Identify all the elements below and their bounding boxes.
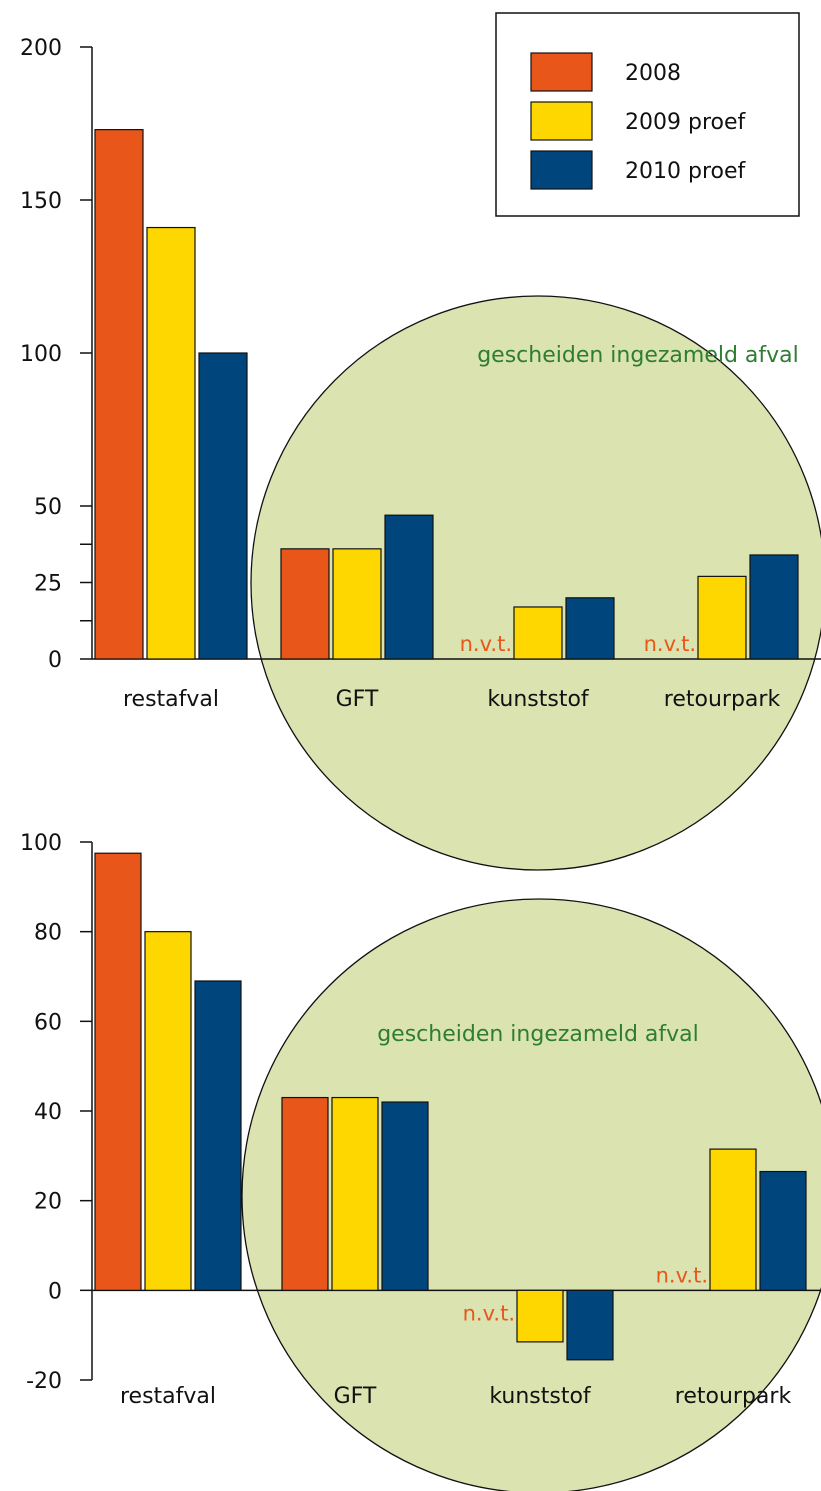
bar-GFT-2010-proef (381, 1101, 429, 1291)
bar-restafval-2009-proef (144, 931, 192, 1291)
separated-waste-circle (241, 898, 821, 1491)
category-label: kunststof (487, 687, 590, 712)
chart-top: gescheiden ingezameld afval 0 25 50 100 150 20… (20, 36, 821, 712)
y-tick-label: 0 (48, 1279, 62, 1304)
bar-retourpark-2010-proef (749, 554, 799, 660)
y-tick-label: 100 (20, 342, 62, 367)
category-label: retourpark (664, 687, 781, 712)
category-label: GFT (334, 1384, 377, 1409)
bar-retourpark-2010-proef (759, 1170, 807, 1291)
bar-GFT-2009-proef (332, 548, 382, 660)
bar-kunststof-2010-proef (565, 597, 615, 660)
bar-kunststof-2010-proef (566, 1289, 614, 1361)
y-tick-label: 50 (34, 495, 62, 520)
y-tick-label: 150 (20, 189, 62, 214)
bar-retourpark-2009-proef (697, 575, 747, 660)
legend-swatch (530, 101, 593, 141)
y-tick-label: 25 (34, 572, 62, 597)
legend-label: 2009 proef (625, 110, 747, 135)
circle-annotation: gescheiden ingezameld afval (377, 1022, 699, 1047)
y-tick-label: 40 (34, 1100, 62, 1125)
bar-GFT-2008 (280, 548, 330, 660)
y-tick-label: 0 (48, 648, 62, 673)
bar-restafval-2009-proef (146, 226, 196, 660)
na-label: n.v.t. (463, 1301, 515, 1325)
legend: 2008 2009 proef 2010 proef (495, 12, 800, 217)
category-label: kunststof (489, 1384, 592, 1409)
circle-annotation: gescheiden ingezameld afval (477, 343, 799, 368)
bar-restafval-2008 (94, 852, 142, 1291)
legend-label: 2008 (625, 61, 681, 86)
category-label: retourpark (675, 1384, 792, 1409)
legend-swatch (530, 52, 593, 92)
category-label: restafval (123, 687, 219, 712)
category-label: restafval (120, 1384, 216, 1409)
bar-GFT-2008 (281, 1096, 329, 1291)
y-tick-label: 100 (20, 831, 62, 856)
bar-GFT-2010-proef (384, 514, 434, 660)
na-label: n.v.t. (644, 632, 696, 656)
y-tick-label: 80 (34, 921, 62, 946)
y-tick-label: 20 (34, 1190, 62, 1215)
legend-label: 2010 proef (625, 159, 747, 184)
bar-restafval-2010-proef (194, 980, 242, 1291)
bar-retourpark-2009-proef (709, 1148, 757, 1291)
bar-restafval-2008 (94, 129, 144, 660)
na-label: n.v.t. (460, 632, 512, 656)
chart-bottom: gescheiden ingezameld afval -20 0 20 40 60 80 1… (20, 831, 821, 1409)
category-label: GFT (336, 687, 379, 712)
separated-waste-circle (250, 295, 821, 871)
y-tick-label: 60 (34, 1010, 62, 1035)
bar-kunststof-2009-proef (513, 606, 563, 660)
legend-swatch (530, 150, 593, 190)
bar-restafval-2010-proef (198, 352, 248, 660)
y-tick-label: 200 (20, 36, 62, 61)
y-tick-label: -20 (26, 1369, 62, 1394)
bar-kunststof-2009-proef (516, 1289, 564, 1343)
na-label: n.v.t. (656, 1263, 708, 1287)
bar-GFT-2009-proef (331, 1096, 379, 1291)
